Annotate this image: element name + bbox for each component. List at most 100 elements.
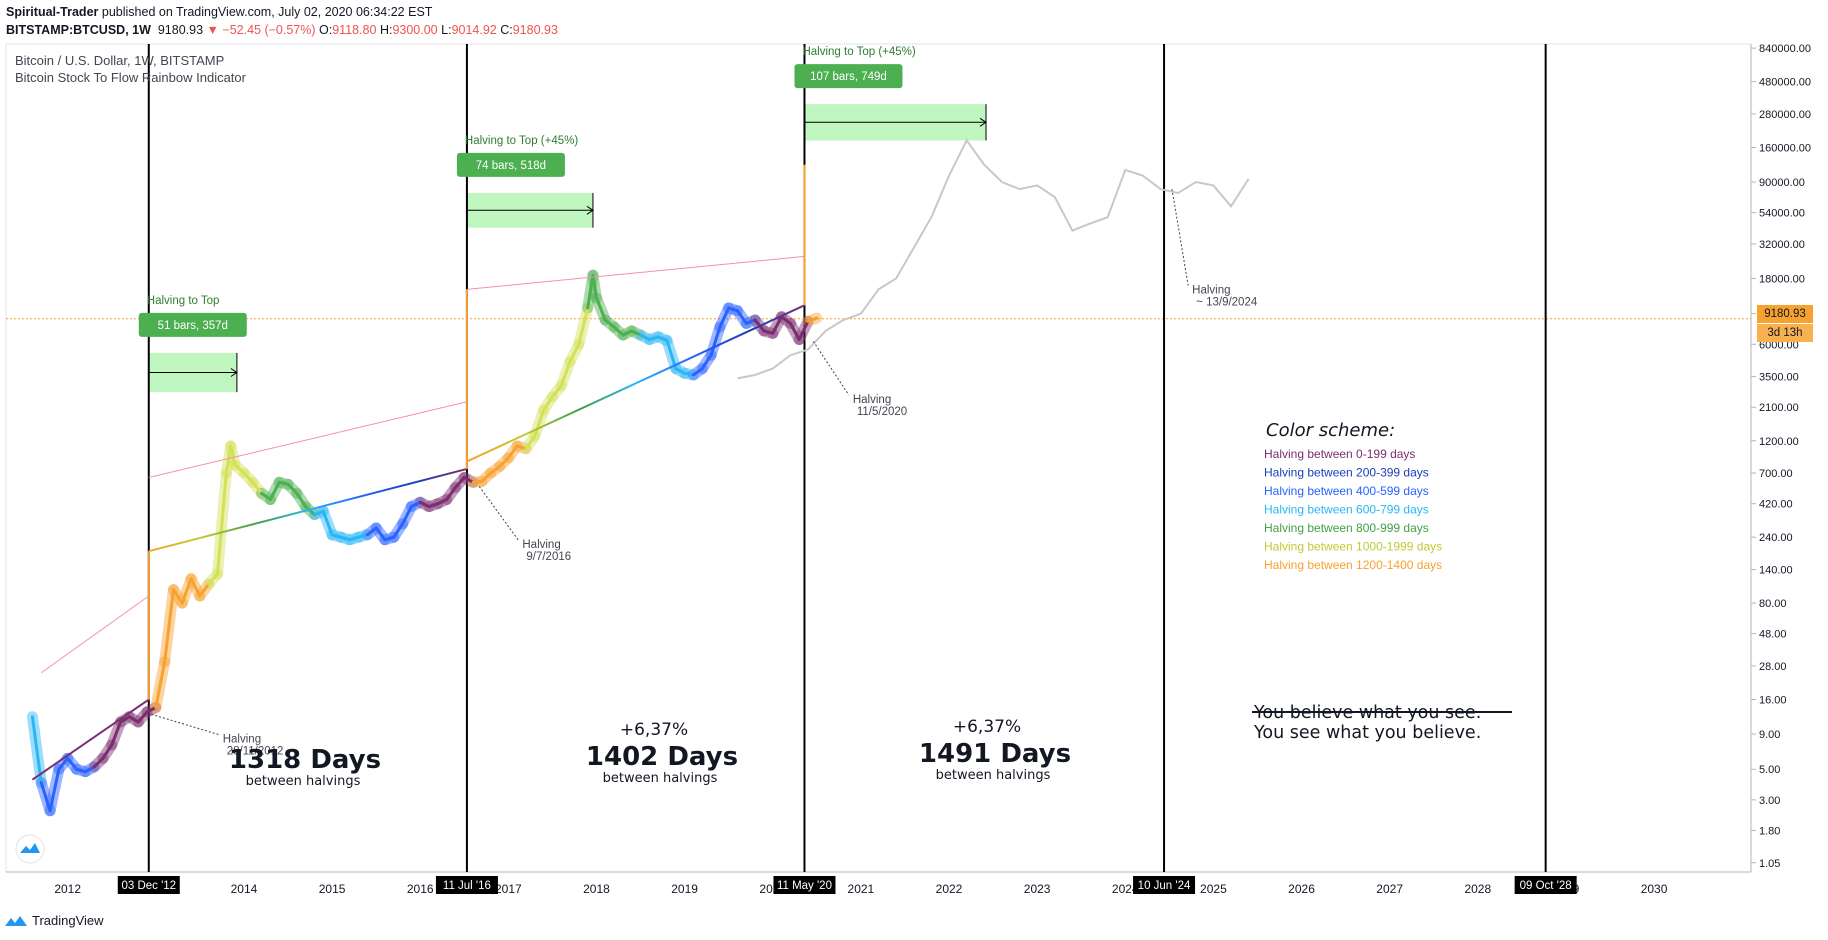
price-line-segment [110,720,123,747]
legend-item: Halving between 200-399 days [1264,466,1429,480]
x-tick-label: 2025 [1200,882,1227,896]
x-tick-label: 2019 [671,882,698,896]
price-line-segment [621,329,634,337]
price-line-segment [665,338,678,371]
last-price-tag: 9180.93 [1757,305,1813,323]
price-line-segment [330,533,343,539]
price-line-segment [154,660,167,710]
cycle-sub-label: between halvings [603,771,718,786]
y-tick-label: 2100.00 [1759,402,1799,414]
bars-days-box[interactable] [456,152,565,177]
date-badge-label: 11 Jul '16 [443,880,491,892]
legend-title: Color scheme: [1266,420,1395,441]
price-line-segment [797,319,810,342]
halving-callout-label: Halving [522,539,560,551]
price-line-segment [101,743,114,760]
price-line-segment [735,309,748,325]
price-line-segment [127,715,140,724]
cycle-sub-label: between halvings [936,768,1051,783]
price-line-segment [286,482,299,495]
indicator-title[interactable]: Bitcoin Stock To Flow Rainbow Indicator [15,70,246,85]
price-line-segment [788,321,801,342]
price-line-segment [577,306,590,346]
y-tick-label: 6000.00 [1759,339,1799,351]
open-value: 9118.80 [332,23,377,37]
y-tick-label: 1200.00 [1759,436,1799,448]
halving-callout-date: ~ 13/9/2024 [1196,297,1258,309]
high-label: H: [379,23,393,37]
countdown-tag: 3d 13h [1757,324,1813,342]
date-badge-label: 09 Oct '28 [1520,880,1572,892]
price-line-segment [180,577,193,605]
price-line-segment [224,444,233,475]
price-line-segment [427,502,440,509]
price-line-segment [691,367,704,377]
cycle-pct-label: +6,37% [620,720,688,740]
bars-days-label: 51 bars, 357d [158,320,228,332]
cycle-pct-label: +6,37% [953,717,1021,737]
legend-item: Halving between 600-799 days [1264,503,1429,517]
price-line-segment [136,710,149,724]
x-tick-label: 2016 [407,882,434,896]
price-line-segment [603,318,616,329]
price-line-segment [119,715,131,724]
bars-days-label: 74 bars, 518d [476,160,546,172]
y-tick-label: 80.00 [1759,598,1787,610]
plot-area [5,43,1752,873]
bars-days-box[interactable] [138,312,247,337]
chart-symbol-title[interactable]: Bitcoin / U.S. Dollar, 1W, BITSTAMP [15,53,225,68]
chart-float-icon[interactable] [15,834,45,864]
price-line-segment [559,360,572,388]
open-label: O: [319,23,333,37]
price-line-segment [339,535,352,542]
tradingview-brand[interactable]: TradingView [4,913,104,929]
price-line-segment [365,526,378,537]
y-tick-label: 18000.00 [1759,273,1805,285]
legend-item: Halving between 1000-1999 days [1264,540,1442,554]
date-badge [435,876,498,894]
s2f-model-line [148,401,468,478]
y-tick-label: 5.00 [1759,764,1780,776]
price-line-segment [542,395,554,412]
price-line-segment [229,444,237,467]
cycle-days-label: 1491 Days [919,739,1071,769]
close-value: 9180.93 [512,23,558,37]
x-tick-label: 2014 [231,882,258,896]
price-line-segment [145,706,158,714]
price-line-segment [207,572,220,586]
price-line-segment [480,471,493,483]
y-tick-label: 1.05 [1759,858,1780,870]
price-line-segment [647,335,660,342]
high-value: 9300.00 [392,23,438,37]
price-line-segment [383,535,396,542]
price-line-segment [409,500,422,509]
price-line-segment [674,367,687,375]
halving-callout-line [478,486,519,541]
low-value: 9014.92 [451,23,497,37]
price-line-segment [242,471,255,484]
price-line-segment [189,577,202,598]
y-tick-label: 160000.00 [1759,143,1811,155]
price-line-segment [506,444,519,460]
price-line-segment [524,434,537,451]
price-line-segment [418,500,431,509]
date-badge [1133,876,1196,894]
price-line-segment [198,582,211,598]
y-tick-label: 480000.00 [1759,77,1811,89]
y-tick-label: 90000.00 [1759,177,1805,189]
price-line-segment [594,296,607,322]
author-name[interactable]: Spiritual-Trader [6,5,99,19]
x-tick-label: 2018 [583,882,610,896]
price-line-segment [630,329,643,337]
y-tick-label: 9.00 [1759,729,1780,741]
change-value: −52.45 (−0.57%) [222,23,316,37]
halving-callout-date: 28/11/2012 [227,746,284,758]
halving-callout-date: 11/5/2020 [857,406,907,418]
price-line-segment [268,480,281,502]
price-line-segment [771,315,784,335]
float-icon-shape [20,843,40,853]
halving-callout-label: Halving [223,734,261,746]
price-line-segment [39,781,52,813]
bars-days-box[interactable] [794,64,903,89]
